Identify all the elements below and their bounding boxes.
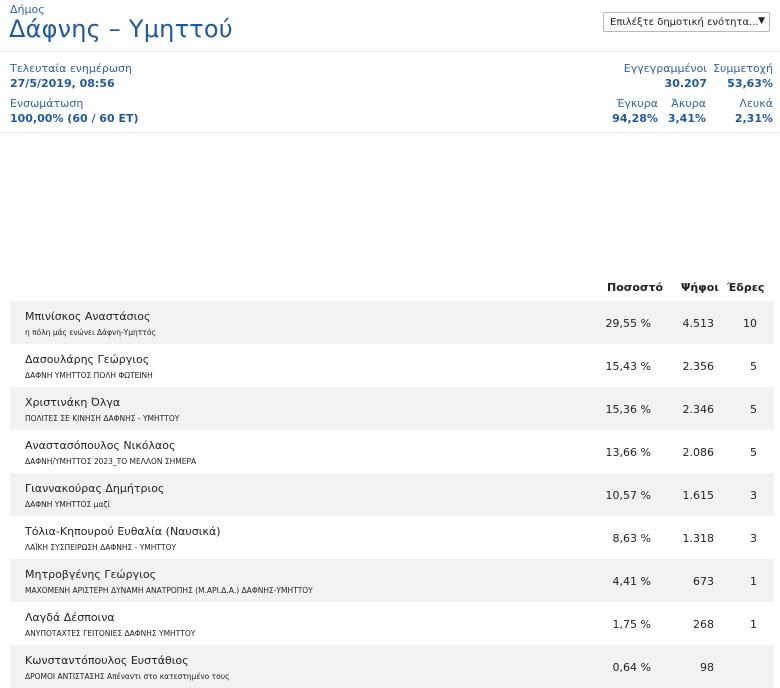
integration-value: 100,00% (60 / 60 ΕΤ) [10, 112, 139, 125]
blank-value: 2,31% [734, 112, 773, 125]
candidate-name: Μπινίσκος Αναστάσιος [25, 310, 151, 323]
table-row[interactable]: Δασουλάρης Γεώργιος ΔΑΦΝΗ ΥΜΗΤΤΟΣ ΠΟΛΗ Φ… [10, 344, 774, 387]
percent-cell: 4,41 % [612, 575, 651, 588]
valid-label: Έγκυρα [616, 97, 658, 110]
percent-header: Ποσοστό [607, 281, 664, 294]
table-row[interactable]: Αναστασόπουλος Νικόλαος ΔΑΦΝΗ/ΥΜΗΤΤΟΣ 20… [10, 430, 774, 473]
votes-cell: 268 [693, 618, 714, 631]
municipality-header: Δήμος Δάφνης – Υμηττού Επιλέξτε δημοτική… [0, 0, 780, 52]
invalid-value: 3,41% [667, 112, 706, 125]
registered-value: 30.207 [664, 77, 707, 90]
table-row[interactable]: Μπινίσκος Αναστάσιος η πόλη μάς ενώνει Δ… [10, 301, 774, 344]
party-name: ΔΑΦΝΗ ΥΜΗΤΤΟΣ ΠΟΛΗ ΦΩΤΕΙΝΗ [25, 371, 153, 380]
turnout-value: 53,63% [727, 77, 773, 90]
candidate-name: Αναστασόπουλος Νικόλαος [25, 439, 176, 452]
votes-cell: 2.086 [682, 446, 715, 459]
seats-cell: 1 [750, 618, 757, 631]
valid-value: 94,28% [612, 112, 658, 125]
seats-cell: 3 [750, 489, 757, 502]
party-name: ΜΑΧΟΜΕΝΗ ΑΡΙΣΤΕΡΗ ΔΥΝΑΜΗ ΑΝΑΤΡΟΠΗΣ (Μ.ΑΡ… [25, 586, 313, 595]
unit-select[interactable]: Επιλέξτε δημοτική ενότητα... ▼ [603, 12, 770, 32]
caret-down-icon: ▼ [758, 16, 765, 26]
votes-cell: 2.346 [682, 403, 715, 416]
party-name: ΔΑΦΝΗ ΥΜΗΤΤΟΣ μαζί [25, 500, 111, 509]
candidate-name: Μητροβγένης Γεώργιος [25, 568, 157, 581]
percent-cell: 0,64 % [612, 661, 651, 674]
table-row[interactable]: Μητροβγένης Γεώργιος ΜΑΧΟΜΕΝΗ ΑΡΙΣΤΕΡΗ Δ… [10, 559, 774, 602]
seats-cell: 5 [750, 403, 757, 416]
stats-panel: Τελευταία ενημέρωση 27/5/2019, 08:56 Ενσ… [0, 52, 780, 133]
party-name: η πόλη μάς ενώνει Δάφνη-Υμηττός [25, 328, 156, 337]
votes-cell: 1.318 [682, 532, 715, 545]
municipality-label: Δήμος [10, 3, 45, 16]
candidate-name: Χριστινάκη Όλγα [25, 396, 121, 409]
votes-cell: 4.513 [682, 317, 715, 330]
party-name: ΛΑΪΚΗ ΣΥΣΠΕΙΡΩΣΗ ΔΑΦΝΗΣ - ΥΜΗΤΤΟΥ [25, 543, 177, 552]
blank-label: Λευκά [739, 97, 773, 110]
votes-cell: 1.615 [682, 489, 715, 502]
votes-cell: 673 [693, 575, 714, 588]
municipality-name: Δάφνης – Υμηττού [9, 15, 233, 43]
percent-cell: 10,57 % [605, 489, 651, 502]
candidate-name: Λαγδά Δέσποινα [25, 611, 115, 624]
votes-cell: 2.356 [682, 360, 715, 373]
turnout-label: Συμμετοχή [713, 62, 773, 75]
party-name: ΠΟΛΙΤΕΣ ΣΕ ΚΙΝΗΣΗ ΔΑΦΝΗΣ - ΥΜΗΤΤΟΥ [25, 414, 180, 423]
table-row[interactable]: Λαγδά Δέσποινα ΑΝΥΠΟΤΑΧΤΕΣ ΓΕΙΤΟΝΙΕΣ ΔΑΦ… [10, 602, 774, 645]
seats-cell: 3 [750, 532, 757, 545]
party-name: ΔΡΟΜΟΙ ΑΝΤΙΣΤΑΣΗΣ Απέναντι στο κατεστημέ… [25, 672, 230, 681]
percent-cell: 29,55 % [605, 317, 651, 330]
party-name: ΔΑΦΝΗ/ΥΜΗΤΤΟΣ 2023_ΤΟ ΜΕΛΛΟΝ ΣΗΜΕΡΑ [25, 457, 197, 466]
candidate-name: Δασουλάρης Γεώργιος [25, 353, 150, 366]
last-update-value: 27/5/2019, 08:56 [10, 77, 115, 90]
integration-label: Ενσωμάτωση [10, 97, 84, 110]
seats-cell: 1 [750, 575, 757, 588]
seats-cell: 5 [750, 360, 757, 373]
seats-header: Έδρες [727, 281, 765, 294]
percent-cell: 15,36 % [605, 403, 651, 416]
registered-label: Εγγεγραμμένοι [623, 62, 707, 75]
unit-select-value: Επιλέξτε δημοτική ενότητα... [610, 17, 759, 28]
party-name: ΑΝΥΠΟΤΑΧΤΕΣ ΓΕΙΤΟΝΙΕΣ ΔΑΦΝΗΣ ΥΜΗΤΤΟΥ [25, 629, 196, 638]
seats-cell: 5 [750, 446, 757, 459]
votes-cell: 98 [700, 661, 714, 674]
candidate-name: Κωνσταντόπουλος Ευστάθιος [25, 654, 189, 667]
percent-cell: 1,75 % [612, 618, 651, 631]
table-row[interactable]: Τόλια-Κηπουρού Ευθαλία (Ναυσικά) ΛΑΪΚΗ Σ… [10, 516, 774, 559]
votes-header: Ψήφοι [681, 281, 719, 294]
percent-cell: 15,43 % [605, 360, 651, 373]
table-row[interactable]: Χριστινάκη Όλγα ΠΟΛΙΤΕΣ ΣΕ ΚΙΝΗΣΗ ΔΑΦΝΗΣ… [10, 387, 774, 430]
table-row[interactable]: Γιαννακούρας Δημήτριος ΔΑΦΝΗ ΥΜΗΤΤΟΣ μαζ… [10, 473, 774, 516]
percent-cell: 13,66 % [605, 446, 651, 459]
candidate-name: Τόλια-Κηπουρού Ευθαλία (Ναυσικά) [25, 525, 221, 538]
seats-cell: 10 [743, 317, 757, 330]
candidate-name: Γιαννακούρας Δημήτριος [25, 482, 165, 495]
last-update-label: Τελευταία ενημέρωση [10, 62, 132, 75]
invalid-label: Άκυρα [671, 97, 706, 110]
percent-cell: 8,63 % [612, 532, 651, 545]
table-row[interactable]: Κωνσταντόπουλος Ευστάθιος ΔΡΟΜΟΙ ΑΝΤΙΣΤΑ… [10, 645, 774, 688]
